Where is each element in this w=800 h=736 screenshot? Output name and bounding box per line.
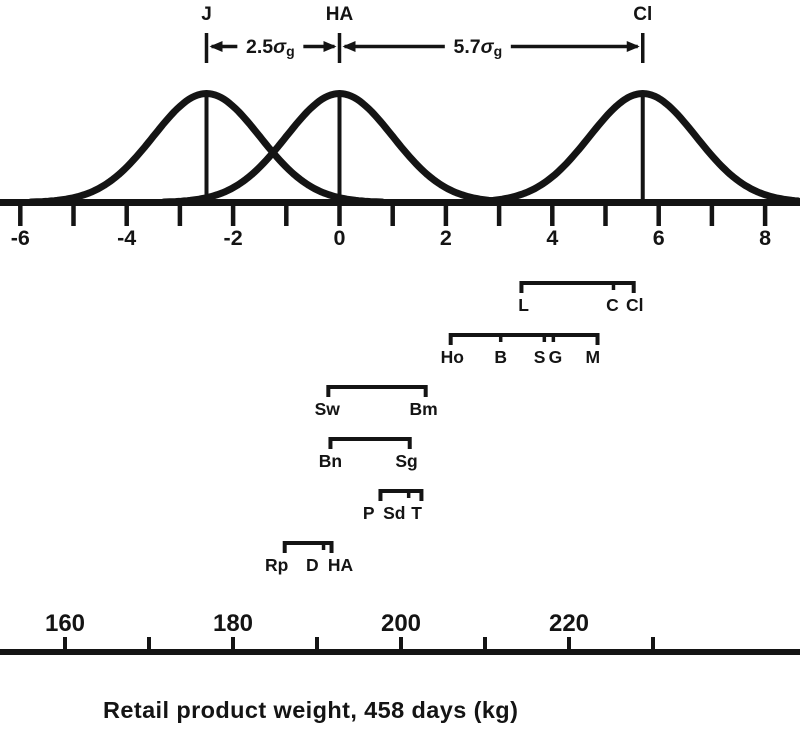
interval-label-0: 2.5σg	[246, 36, 295, 59]
breed-label-G: G	[549, 347, 563, 367]
breed-label-Sg: Sg	[395, 451, 417, 471]
breed-label-Bm: Bm	[409, 399, 437, 419]
breed-label-HA: HA	[328, 555, 354, 575]
breed-label-C: C	[606, 295, 619, 315]
breed-label-Sw: Sw	[315, 399, 341, 419]
curve-label-HA: HA	[326, 4, 354, 25]
breed-label-Cl: Cl	[626, 295, 644, 315]
bracket-row-1: Ho B S G M	[441, 333, 600, 367]
breed-label-Bn: Bn	[319, 451, 342, 471]
sigma-axis-tick-label-2: 2	[440, 226, 452, 250]
interval-arrowhead-left-0	[209, 41, 223, 52]
weight-axis-tick-label-160: 160	[45, 610, 85, 637]
weight-axis-line	[0, 649, 800, 655]
weight-axis-tick-label-200: 200	[381, 610, 421, 637]
bracket-row-3: Bn Sg	[319, 437, 418, 471]
sigma-axis-line	[0, 199, 800, 206]
breed-label-Rp: Rp	[265, 555, 288, 575]
weight-axis-tick-label-220: 220	[549, 610, 589, 637]
sigma-axis-tick-label--2: -2	[224, 226, 243, 250]
breed-label-B: B	[494, 347, 507, 367]
curve-label-Cl: Cl	[633, 4, 652, 25]
sigma-axis-tick-label-0: 0	[334, 226, 346, 250]
sigma-axis-tick-label-6: 6	[653, 226, 665, 250]
interval-arrowhead-left-1	[342, 41, 356, 52]
breed-label-Sd: Sd	[383, 503, 405, 523]
breed-label-S: S	[534, 347, 546, 367]
interval-label-1: 5.7σg	[454, 36, 503, 59]
bracket-row-2: Sw Bm	[315, 385, 438, 419]
sigma-axis-tick-label-4: 4	[546, 226, 558, 250]
breed-label-T: T	[411, 503, 422, 523]
breed-label-P: P	[363, 503, 375, 523]
bracket-row-0: L C Cl	[518, 281, 644, 315]
weight-axis-tick-label-180: 180	[213, 610, 253, 637]
breed-label-L: L	[518, 295, 529, 315]
breed-label-Ho: Ho	[441, 347, 464, 367]
breed-label-M: M	[585, 347, 600, 367]
sigma-axis-tick-label--6: -6	[11, 226, 30, 250]
gaussian-curve-HA	[160, 90, 519, 206]
x-axis-caption: Retail product weight, 458 days (kg)	[103, 697, 519, 723]
gaussian-curve-Cl	[463, 90, 800, 206]
sigma-axis-tick-label--4: -4	[117, 226, 136, 250]
bracket-row-5: Rp D HA	[265, 541, 354, 575]
gaussian-curve-J	[27, 90, 386, 206]
breed-label-D: D	[306, 555, 319, 575]
bracket-row-4: P Sd T	[363, 489, 424, 523]
sigma-axis-tick-label-8: 8	[759, 226, 771, 250]
interval-arrowhead-right-1	[626, 41, 640, 52]
interval-arrowhead-right-0	[323, 41, 337, 52]
curve-label-J: J	[201, 4, 212, 25]
